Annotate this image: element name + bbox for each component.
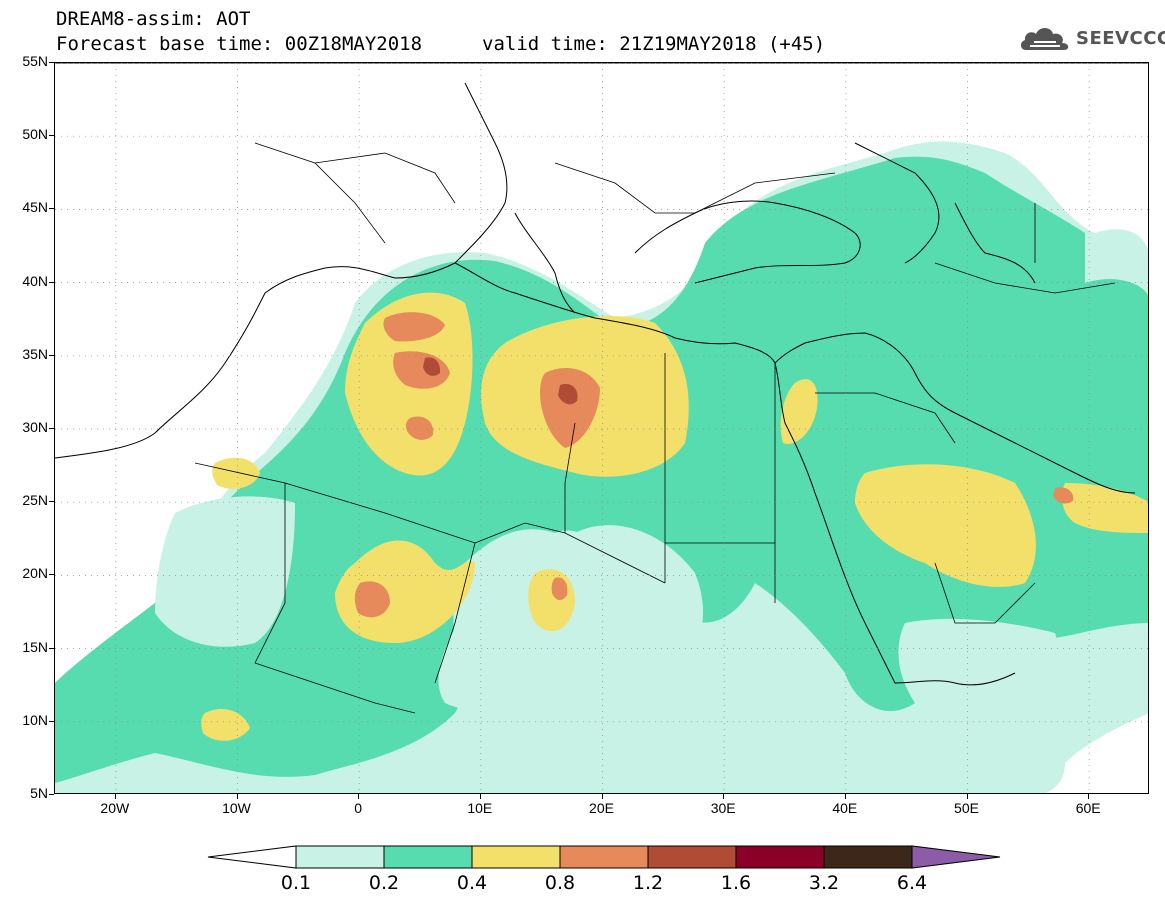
lat-tick-label: 35N bbox=[22, 345, 48, 362]
colorbar-level-label: 0.8 bbox=[544, 872, 576, 894]
colorbar-level-label: 3.2 bbox=[808, 872, 840, 894]
colorbar-level-label: 1.2 bbox=[632, 872, 664, 894]
aot-band-0.8-tunisia bbox=[383, 312, 445, 342]
forecast-base-time: Forecast base time: 00Z18MAY2018 bbox=[56, 33, 423, 55]
lat-tick bbox=[49, 62, 54, 63]
lon-tick-label: 50E bbox=[954, 800, 979, 816]
lon-tick-label: 20E bbox=[589, 800, 614, 816]
aot-band-0.4-oman bbox=[1062, 483, 1148, 533]
aot-band-0.4-chad bbox=[528, 569, 575, 632]
lon-tick bbox=[844, 794, 846, 799]
colorbar-swatch bbox=[383, 845, 473, 869]
colorbar-level-label: 0.1 bbox=[280, 872, 312, 894]
lat-tick-label: 45N bbox=[22, 199, 48, 216]
colorbar-level-label: 1.6 bbox=[720, 872, 752, 894]
colorbar-swatch bbox=[471, 845, 561, 869]
aot-band-0.4-arabia bbox=[855, 464, 1036, 587]
aot-band-0.1-horn bbox=[898, 618, 1058, 723]
colorbar-swatch bbox=[295, 845, 385, 869]
aot-band-0.4-niger bbox=[335, 540, 475, 643]
lon-tick bbox=[114, 794, 116, 799]
cloud-icon bbox=[1020, 28, 1069, 50]
lat-tick bbox=[49, 208, 54, 210]
lon-tick-label: 20W bbox=[100, 800, 130, 816]
aot-band-0.4-levant bbox=[780, 379, 818, 444]
colorbar-arrow-high bbox=[911, 845, 1001, 869]
lon-tick-label: 0 bbox=[354, 800, 363, 816]
aot-band-0.1-west bbox=[155, 496, 295, 647]
lat-tick bbox=[49, 647, 54, 649]
lat-tick-label: 20N bbox=[22, 565, 48, 582]
aot-band-0.4-sahel bbox=[201, 708, 250, 741]
lat-tick-label: 5N bbox=[30, 785, 48, 801]
colorbar bbox=[207, 845, 1001, 869]
lon-tick-label: 60E bbox=[1075, 800, 1101, 816]
aot-map bbox=[54, 62, 1149, 794]
aot-band-0.8-oman bbox=[1053, 487, 1074, 504]
map-canvas bbox=[55, 63, 1148, 793]
lon-tick-label: 10W bbox=[222, 800, 251, 816]
lon-tick-label: 40E bbox=[832, 800, 858, 816]
seevccc-logo: SEEVCCC bbox=[1018, 22, 1165, 58]
lat-tick-label: 40N bbox=[22, 272, 48, 289]
lat-tick bbox=[49, 574, 54, 576]
aot-band-0.4-mauritania bbox=[212, 457, 260, 489]
lat-tick-label: 30N bbox=[22, 419, 48, 435]
aot-band-1.2-libya bbox=[558, 383, 578, 405]
colorbar-level-label: 0.2 bbox=[368, 872, 400, 894]
colorbar-swatch bbox=[735, 845, 825, 869]
lat-tick-label: 50N bbox=[22, 126, 48, 143]
lat-tick bbox=[49, 135, 54, 137]
aot-band-1.2-algeria bbox=[423, 357, 441, 376]
lon-tick bbox=[601, 794, 603, 799]
lon-tick bbox=[723, 794, 725, 799]
colorbar-swatch bbox=[647, 845, 737, 869]
logo-text: SEEVCCC bbox=[1076, 28, 1165, 49]
lon-tick bbox=[479, 794, 481, 799]
lon-tick-label: 10E bbox=[467, 800, 493, 816]
lon-tick-label: 30E bbox=[710, 800, 736, 816]
aot-band-0.8-libya bbox=[540, 368, 600, 448]
aot-band-0.8-niger bbox=[354, 581, 390, 618]
coastlines bbox=[55, 63, 1148, 686]
valid-time: valid time: 21Z19MAY2018 (+45) bbox=[482, 33, 826, 55]
lon-tick bbox=[358, 794, 360, 799]
political-boundaries bbox=[194, 142, 1116, 714]
aot-band-0.1-inner bbox=[438, 525, 704, 710]
aot-band-0.8-chad bbox=[551, 577, 568, 601]
lon-tick bbox=[1088, 794, 1090, 799]
colorbar-swatch bbox=[559, 845, 649, 869]
gridlines bbox=[55, 63, 1148, 793]
lat-tick bbox=[49, 281, 54, 283]
lat-tick bbox=[49, 501, 54, 503]
lat-tick-label: 25N bbox=[22, 492, 48, 509]
colorbar-level-label: 6.4 bbox=[896, 872, 928, 894]
lat-tick bbox=[49, 720, 54, 722]
aot-band-0.8-algeria-s bbox=[406, 416, 434, 440]
lat-tick bbox=[49, 428, 54, 429]
lat-tick-label: 55N bbox=[22, 53, 48, 69]
colorbar-level-label: 0.4 bbox=[456, 872, 488, 894]
lon-tick bbox=[236, 794, 238, 799]
lat-tick bbox=[49, 794, 54, 795]
lat-tick bbox=[49, 354, 54, 356]
plot-title: DREAM8-assim: AOT bbox=[56, 8, 251, 30]
lat-tick-label: 15N bbox=[22, 638, 48, 655]
colorbar-arrow-low bbox=[207, 845, 297, 869]
lat-tick-label: 10N bbox=[22, 711, 48, 728]
colorbar-swatch bbox=[823, 845, 913, 869]
lon-tick bbox=[966, 794, 968, 799]
